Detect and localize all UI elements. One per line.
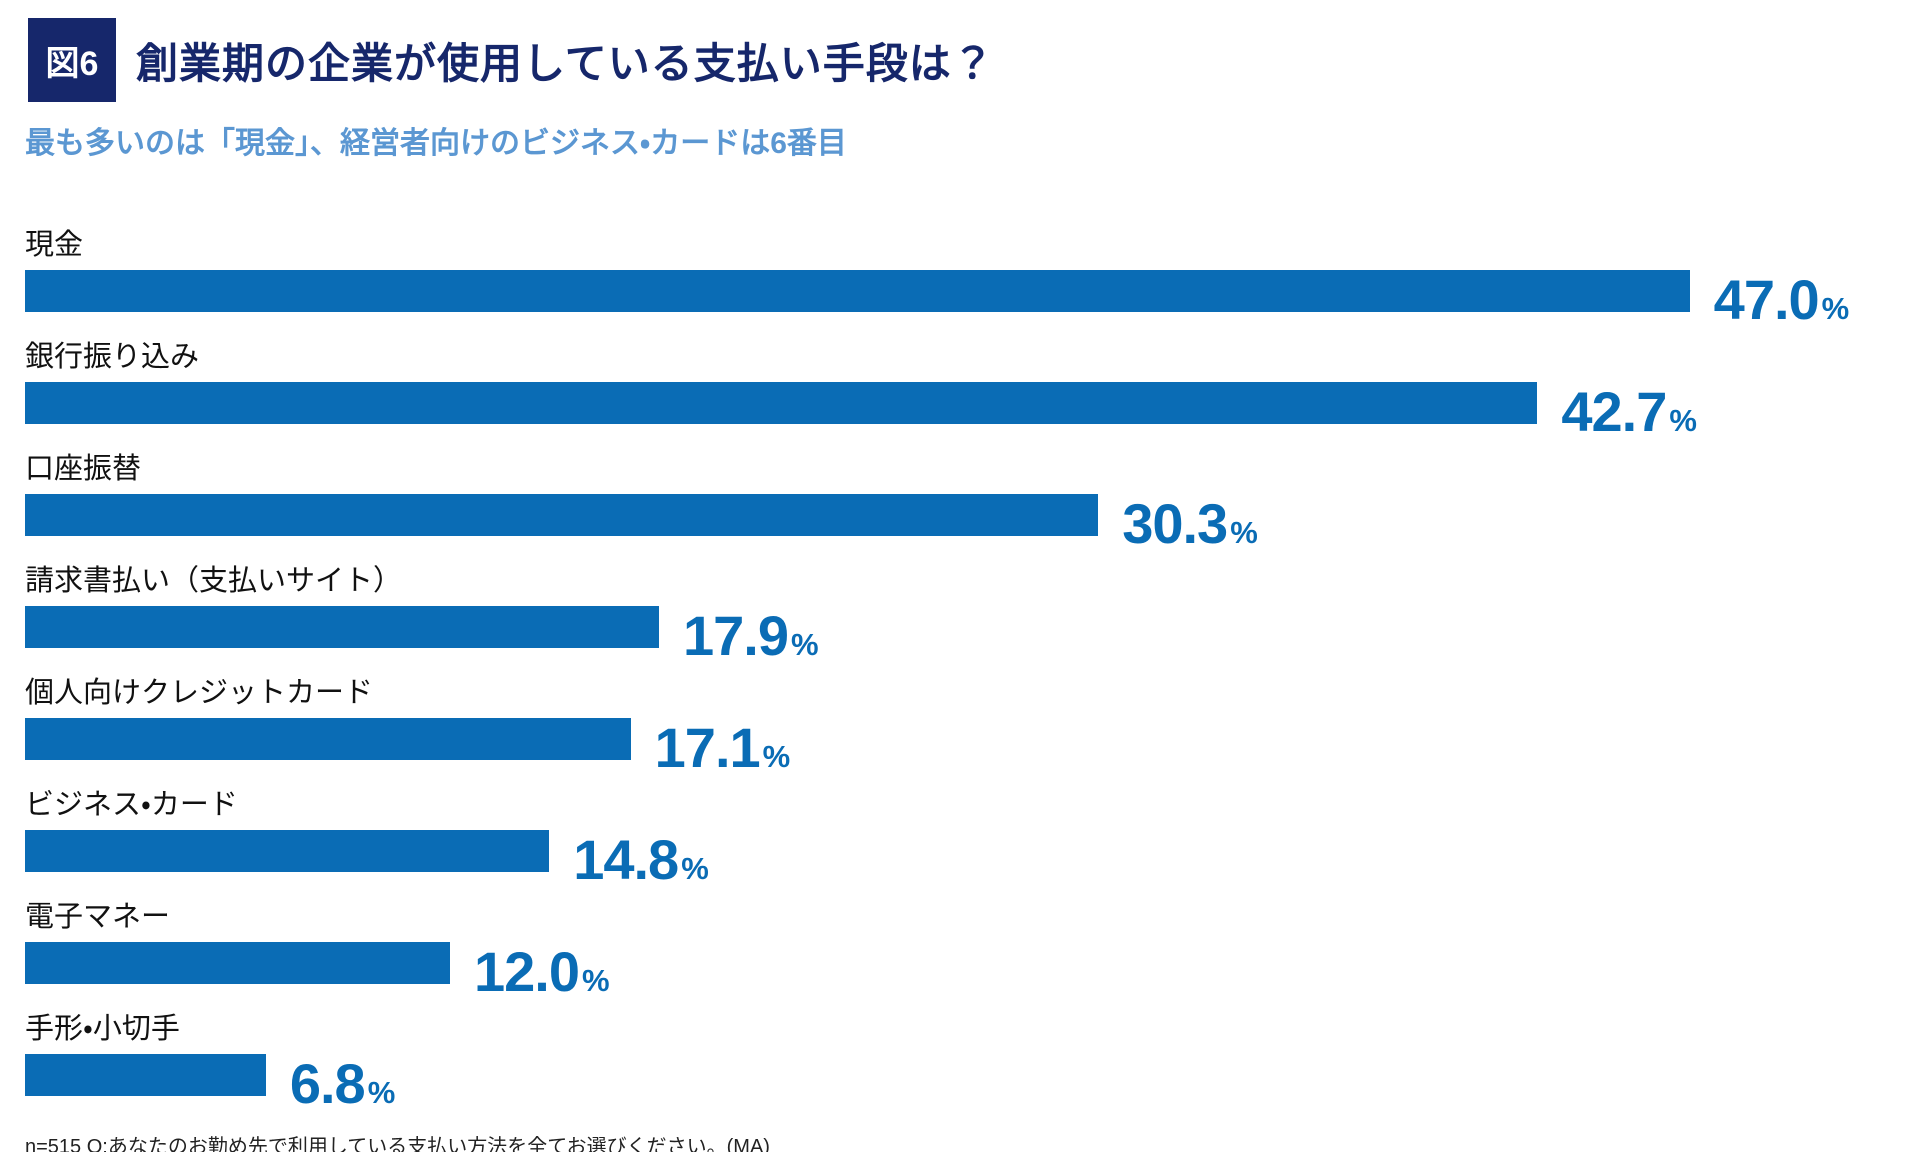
figure-title: 創業期の企業が使用している支払い手段は？	[136, 39, 995, 87]
bar-chart: 現金 47.0% 銀行振り込み 42.7% 口座振替 30.3% 請求書払い（支…	[25, 228, 1906, 1112]
bar-value-unit: %	[1230, 515, 1258, 550]
bar-value: 12.0%	[474, 944, 610, 1000]
bar-row: 個人向けクレジットカード 17.1%	[25, 676, 1906, 776]
bar-value-number: 12.0	[474, 940, 580, 1003]
bar	[25, 270, 1690, 312]
bar	[25, 606, 659, 648]
bar-value: 17.9%	[683, 608, 819, 664]
bar-line: 6.8%	[25, 1054, 1906, 1112]
bar-row: 銀行振り込み 42.7%	[25, 340, 1906, 440]
bar-label: 銀行振り込み	[25, 341, 200, 373]
bar-row: 口座振替 30.3%	[25, 452, 1906, 552]
bar-line: 47.0%	[25, 270, 1906, 328]
bar-line: 14.8%	[25, 830, 1906, 888]
bar-label: 現金	[25, 229, 84, 261]
bar-label: 手形・小切手	[25, 1013, 180, 1045]
bar-value-number: 17.9	[682, 604, 789, 667]
bar-value-number: 30.3	[1122, 492, 1228, 555]
bar-value: 30.3%	[1122, 496, 1258, 552]
bar-value-number: 47.0	[1713, 268, 1820, 331]
bar	[25, 494, 1099, 536]
bar-row: 請求書払い（支払いサイト） 17.9%	[25, 564, 1906, 664]
bar-label: 電子マネー	[25, 901, 171, 933]
bar-value-unit: %	[762, 739, 791, 774]
bar-value-unit: %	[367, 1075, 396, 1110]
bar-value-unit: %	[1821, 291, 1850, 326]
bar-value: 17.1%	[655, 720, 791, 776]
bar-value: 6.8%	[290, 1056, 396, 1112]
survey-footnote: n=515 Q:あなたのお勤め先で利用している支払い方法を全てお選びください。(…	[25, 1136, 770, 1152]
figure-header: 図6 創業期の企業が使用している支払い手段は？	[25, 18, 1906, 102]
bar-label: ビジネス・カード	[25, 789, 238, 821]
bar	[25, 942, 451, 984]
bar-label: 個人向けクレジットカード	[25, 677, 374, 709]
figure-number-badge: 図6	[28, 18, 116, 102]
bar-line: 17.9%	[25, 606, 1906, 664]
bar-value: 47.0%	[1714, 272, 1850, 328]
figure-subtitle: 最も多いのは「現金」、経営者向けのビジネス・カードは6番目	[25, 127, 847, 160]
bar-value-unit: %	[1669, 403, 1697, 438]
bar-value-number: 14.8	[573, 828, 679, 891]
bar-line: 17.1%	[25, 718, 1906, 776]
bar-row: 電子マネー 12.0%	[25, 900, 1906, 1000]
bar-value-unit: %	[582, 963, 610, 998]
bar-value-number: 6.8	[289, 1052, 366, 1115]
bar-value: 42.7%	[1561, 384, 1697, 440]
bar-label: 口座振替	[25, 453, 142, 485]
bar-line: 42.7%	[25, 382, 1906, 440]
bar	[25, 382, 1538, 424]
bar-line: 30.3%	[25, 494, 1906, 552]
bar-value: 14.8%	[573, 832, 709, 888]
bar	[25, 830, 550, 872]
bar-value-unit: %	[681, 851, 709, 886]
bar-line: 12.0%	[25, 942, 1906, 1000]
bar-value-unit: %	[790, 627, 819, 662]
bar-value-number: 42.7	[1561, 380, 1667, 443]
bar	[25, 718, 631, 760]
bar-row: 現金 47.0%	[25, 228, 1906, 328]
bar-row: ビジネス・カード 14.8%	[25, 788, 1906, 888]
bar	[25, 1054, 266, 1096]
bar-row: 手形・小切手 6.8%	[25, 1012, 1906, 1112]
bar-value-number: 17.1	[654, 716, 761, 779]
bar-label: 請求書払い（支払いサイト）	[25, 565, 403, 597]
